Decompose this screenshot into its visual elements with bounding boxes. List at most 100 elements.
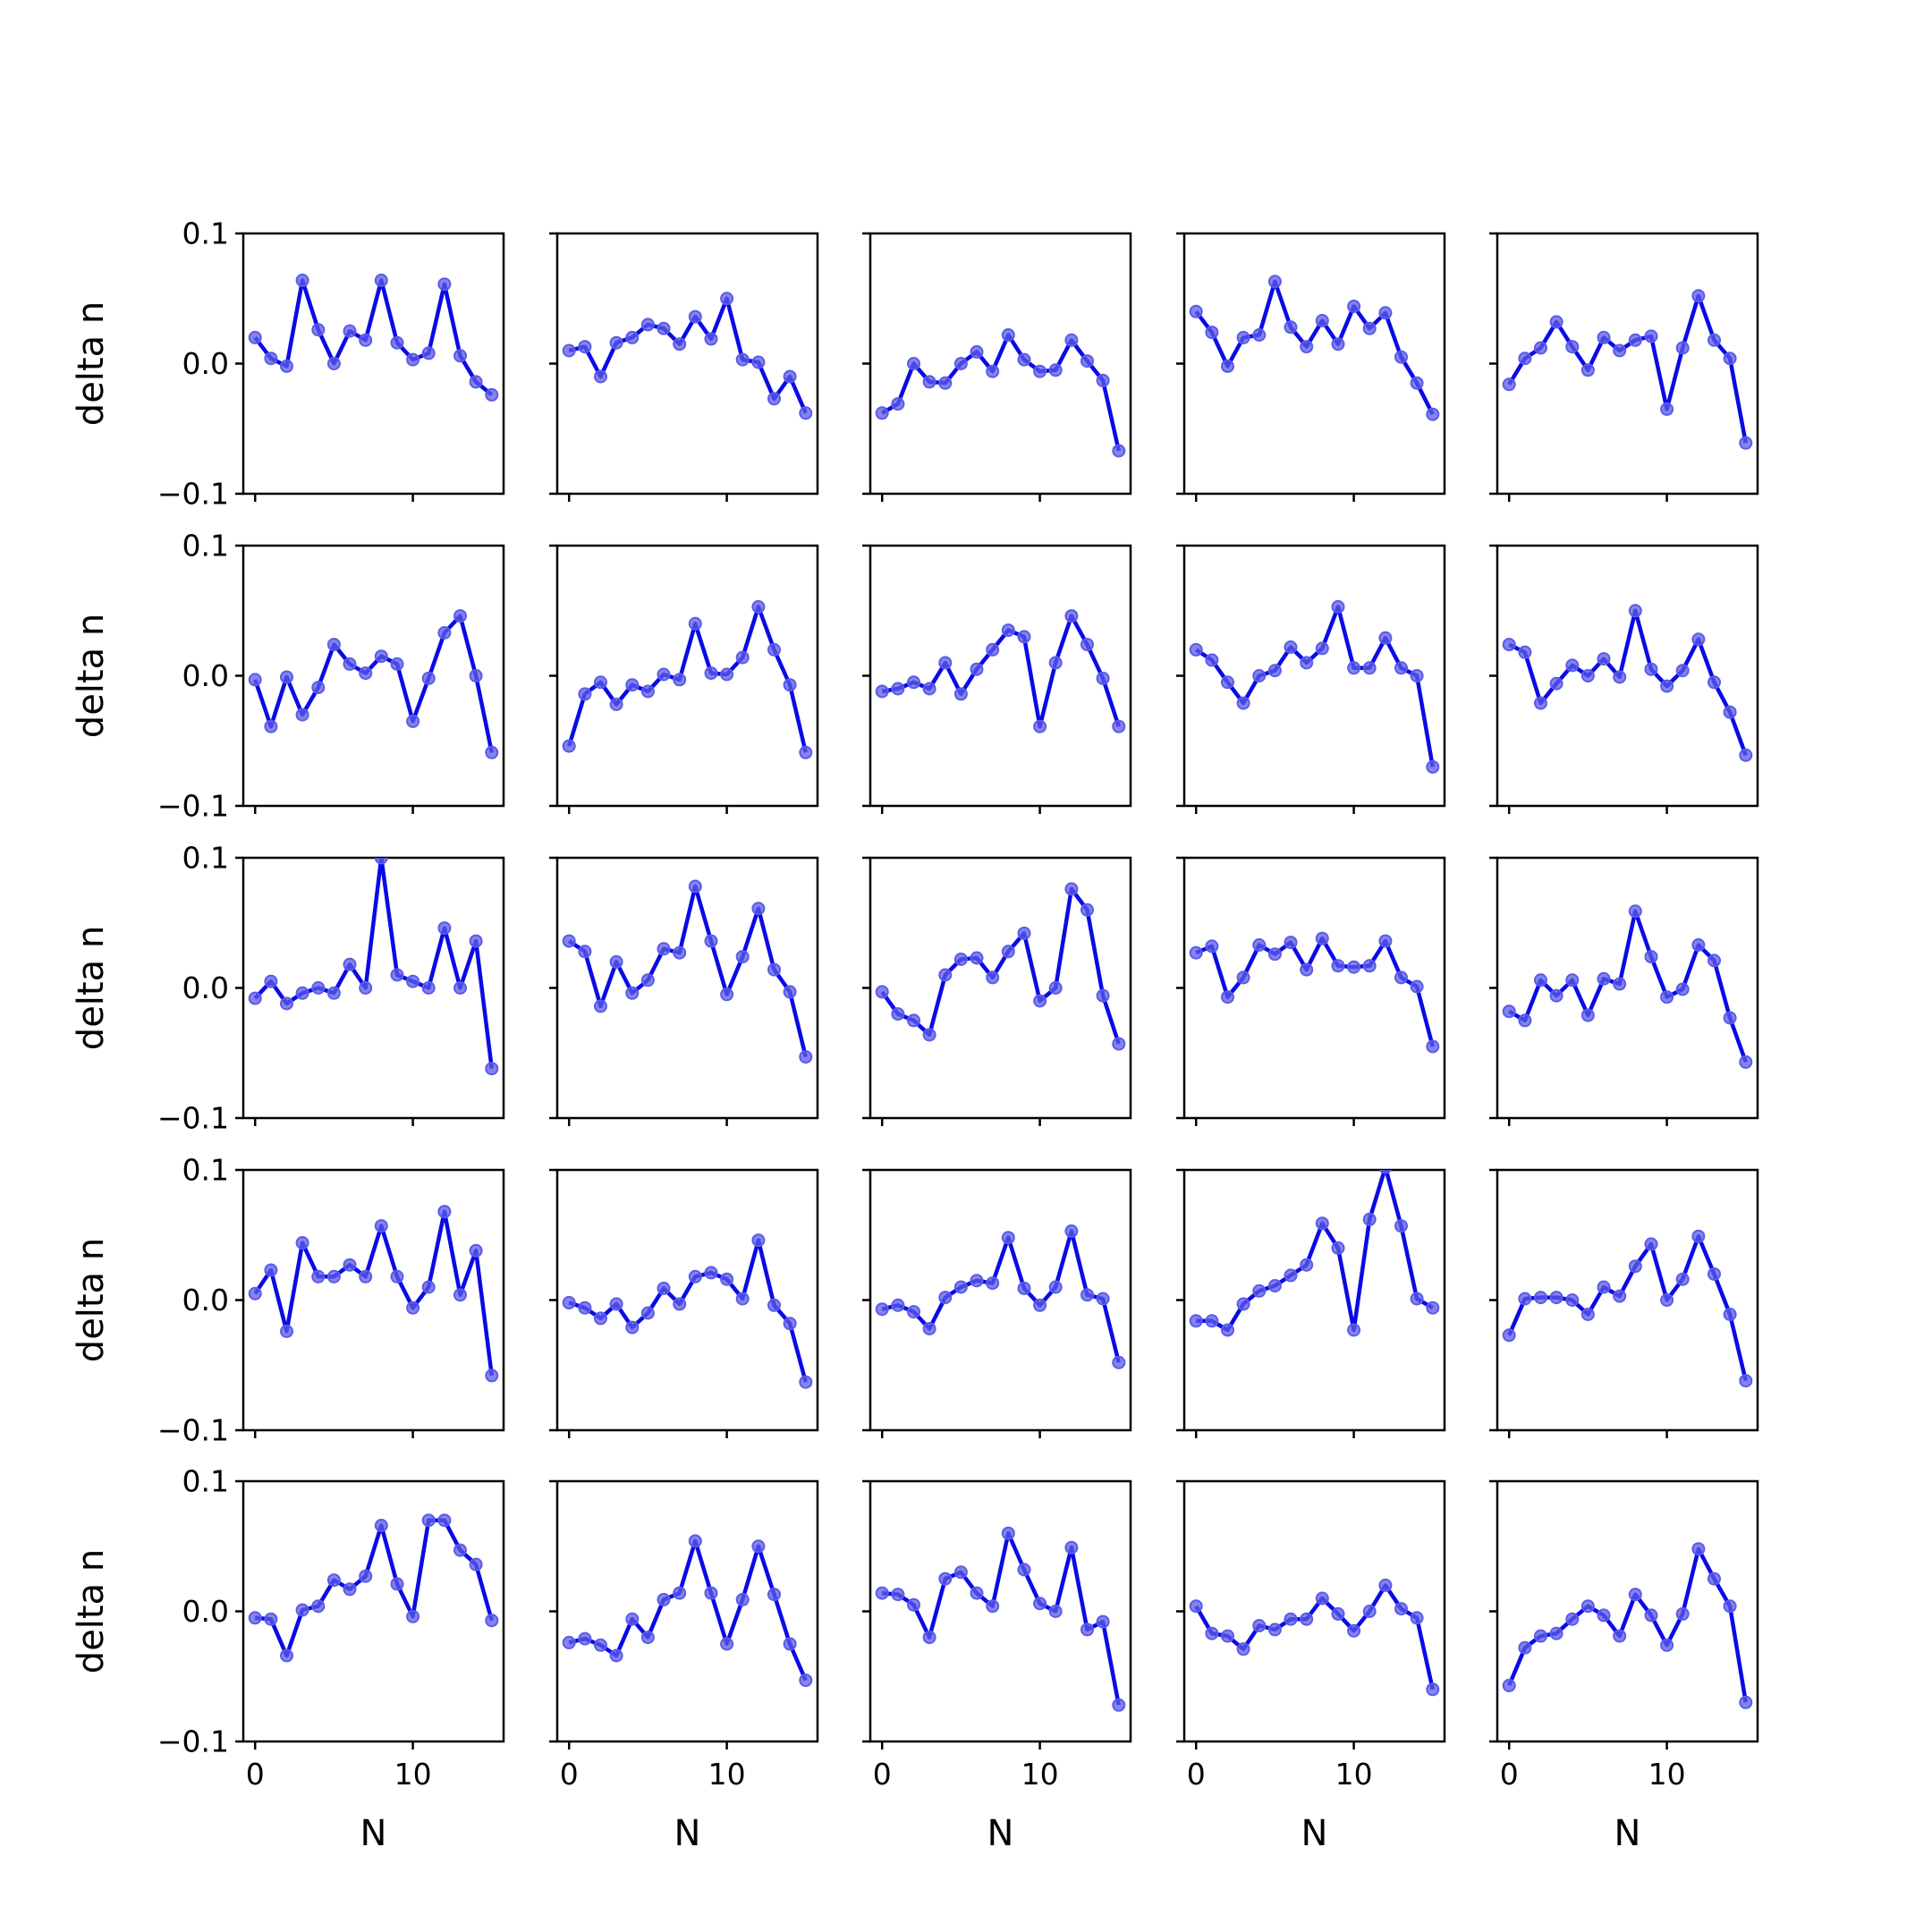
subplot-r2-c1: −0.1 0.0 0.1 delta n bbox=[71, 529, 505, 824]
data-point bbox=[1033, 1298, 1047, 1312]
series-group bbox=[1502, 904, 1753, 1069]
series-line bbox=[1507, 1233, 1748, 1382]
data-point bbox=[1675, 664, 1690, 678]
data-point bbox=[1394, 1219, 1408, 1233]
data-point bbox=[264, 719, 278, 733]
data-point bbox=[767, 1588, 781, 1602]
data-point bbox=[421, 671, 436, 685]
data-point bbox=[295, 273, 309, 287]
data-point bbox=[1205, 326, 1219, 340]
data-point bbox=[1613, 670, 1627, 684]
series-line bbox=[253, 614, 495, 753]
data-point bbox=[374, 1519, 388, 1532]
data-point bbox=[1565, 973, 1580, 987]
data-point bbox=[783, 678, 797, 692]
subplot-r5-c2: 0 10N bbox=[549, 1479, 819, 1854]
data-point bbox=[1518, 352, 1532, 366]
data-point bbox=[1549, 1626, 1563, 1640]
data-point bbox=[1644, 950, 1658, 964]
series-group bbox=[1502, 1542, 1753, 1709]
data-point bbox=[469, 934, 483, 948]
data-point bbox=[1644, 1608, 1658, 1623]
data-point bbox=[453, 1288, 467, 1302]
data-point bbox=[1001, 1231, 1015, 1245]
data-point bbox=[735, 1592, 750, 1606]
data-point bbox=[280, 996, 293, 1011]
subplot-r2-c2 bbox=[549, 544, 819, 814]
x-tick-label: 0 bbox=[873, 1757, 892, 1792]
data-point bbox=[311, 681, 326, 695]
series-group bbox=[562, 1534, 813, 1688]
data-point bbox=[311, 981, 326, 995]
data-point bbox=[326, 638, 341, 652]
x-tick-label: 10 bbox=[708, 1757, 746, 1792]
data-point bbox=[295, 1236, 309, 1250]
data-point bbox=[1739, 1055, 1753, 1069]
data-point bbox=[875, 1302, 889, 1317]
data-point bbox=[986, 642, 1000, 657]
data-point bbox=[1284, 1612, 1298, 1626]
series-group bbox=[1189, 599, 1440, 774]
data-point bbox=[1284, 640, 1298, 654]
subplot-r1-c1: −0.1 0.0 0.1 delta n bbox=[71, 216, 505, 512]
data-point bbox=[594, 675, 607, 690]
data-point bbox=[1565, 340, 1580, 354]
data-point bbox=[1205, 1314, 1219, 1328]
data-point bbox=[1300, 962, 1314, 977]
data-point bbox=[1080, 1288, 1094, 1302]
data-point bbox=[735, 650, 750, 665]
data-point bbox=[311, 1599, 326, 1614]
data-point bbox=[1739, 1695, 1753, 1709]
data-point bbox=[783, 985, 797, 999]
data-point bbox=[406, 1609, 420, 1623]
y-tick-label: 0.1 bbox=[182, 1153, 229, 1188]
series-line bbox=[1508, 608, 1748, 757]
data-point bbox=[1300, 1258, 1314, 1272]
data-point bbox=[1410, 376, 1424, 390]
data-point bbox=[359, 981, 373, 995]
data-point bbox=[875, 684, 889, 699]
data-point bbox=[264, 974, 278, 988]
data-point bbox=[1001, 328, 1015, 342]
series-group bbox=[562, 599, 813, 759]
data-point bbox=[1534, 341, 1547, 355]
series-line bbox=[1507, 293, 1749, 444]
data-point bbox=[891, 1007, 905, 1021]
data-point bbox=[1394, 661, 1408, 675]
axes-frame bbox=[869, 544, 1132, 808]
data-point bbox=[295, 708, 309, 722]
data-point bbox=[390, 657, 404, 671]
series-group bbox=[562, 879, 813, 1064]
data-point bbox=[953, 357, 968, 370]
data-point bbox=[1565, 1612, 1580, 1626]
data-point bbox=[359, 333, 373, 347]
x-tick-label: 0 bbox=[1500, 1757, 1519, 1792]
data-point bbox=[1362, 1212, 1377, 1226]
data-point bbox=[938, 1572, 953, 1586]
data-point bbox=[875, 1586, 889, 1600]
axes-frame bbox=[1496, 856, 1759, 1120]
data-point bbox=[1739, 748, 1753, 762]
data-point bbox=[1707, 333, 1721, 347]
data-point bbox=[437, 1205, 452, 1219]
data-point bbox=[1033, 719, 1047, 733]
data-point bbox=[1613, 1289, 1627, 1303]
data-point bbox=[1300, 340, 1314, 354]
data-point bbox=[1205, 1626, 1219, 1640]
subplot-r3-c1: −0.1 0.0 0.1 delta n bbox=[71, 841, 505, 1136]
series-group bbox=[875, 1224, 1126, 1369]
data-point bbox=[1660, 679, 1674, 693]
axes-frame bbox=[555, 232, 819, 496]
data-point bbox=[594, 1311, 607, 1326]
data-point bbox=[1096, 1292, 1110, 1306]
data-point bbox=[1549, 1291, 1563, 1305]
y-axis-title: delta n bbox=[71, 1238, 112, 1362]
data-point bbox=[1252, 669, 1267, 682]
series-line bbox=[1195, 936, 1435, 1047]
data-point bbox=[1549, 988, 1563, 1003]
data-point bbox=[1205, 653, 1219, 667]
data-point bbox=[751, 1233, 766, 1248]
data-point bbox=[1221, 359, 1234, 373]
data-point bbox=[1315, 314, 1329, 327]
data-point bbox=[751, 902, 766, 916]
